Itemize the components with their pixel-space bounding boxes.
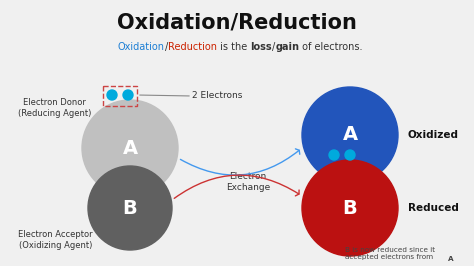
Circle shape — [88, 166, 172, 250]
Text: Electron Acceptor
(Oxidizing Agent): Electron Acceptor (Oxidizing Agent) — [18, 230, 92, 250]
Circle shape — [345, 150, 355, 160]
Text: Reduction: Reduction — [168, 42, 217, 52]
Circle shape — [302, 160, 398, 256]
Circle shape — [302, 87, 398, 183]
Circle shape — [123, 90, 133, 100]
Text: Electron
Exchange: Electron Exchange — [226, 172, 270, 192]
Text: gain: gain — [275, 42, 300, 52]
Text: B: B — [343, 198, 357, 218]
Circle shape — [107, 90, 117, 100]
Text: 2 Electrons: 2 Electrons — [192, 92, 242, 101]
Text: loss: loss — [251, 42, 272, 52]
Text: /: / — [272, 42, 275, 52]
Text: of electrons.: of electrons. — [300, 42, 363, 52]
Circle shape — [82, 100, 178, 196]
Text: is the: is the — [217, 42, 251, 52]
Text: Oxidized: Oxidized — [408, 130, 459, 140]
Text: A: A — [342, 126, 357, 144]
Text: Oxidation/Reduction: Oxidation/Reduction — [117, 12, 357, 32]
Text: B is now reduced since it
accepted electrons from: B is now reduced since it accepted elect… — [345, 247, 436, 260]
Text: Electron Donor
(Reducing Agent): Electron Donor (Reducing Agent) — [18, 98, 91, 118]
Text: A: A — [448, 256, 454, 262]
Circle shape — [329, 150, 339, 160]
Text: Reduced: Reduced — [408, 203, 459, 213]
Text: B: B — [123, 198, 137, 218]
Text: A: A — [122, 139, 137, 157]
Text: Oxidation: Oxidation — [118, 42, 165, 52]
Text: /: / — [165, 42, 168, 52]
